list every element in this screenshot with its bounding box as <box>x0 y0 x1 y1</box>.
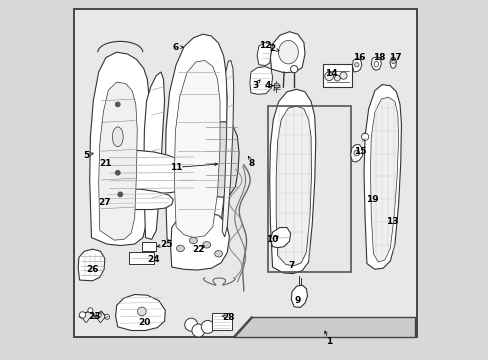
Circle shape <box>201 320 214 333</box>
Ellipse shape <box>214 251 222 257</box>
Bar <box>322 64 352 87</box>
Text: 17: 17 <box>388 53 401 62</box>
Polygon shape <box>104 150 198 194</box>
Polygon shape <box>350 145 362 162</box>
Circle shape <box>88 308 93 313</box>
Text: 12: 12 <box>258 41 271 50</box>
Polygon shape <box>99 82 137 240</box>
Text: 5: 5 <box>83 151 89 160</box>
Circle shape <box>137 307 146 316</box>
Polygon shape <box>78 249 104 281</box>
Text: 20: 20 <box>138 318 150 327</box>
Polygon shape <box>363 85 401 269</box>
Ellipse shape <box>189 237 197 244</box>
Polygon shape <box>291 285 307 307</box>
Text: 25: 25 <box>160 240 172 248</box>
Ellipse shape <box>203 242 210 248</box>
Circle shape <box>361 133 368 140</box>
Ellipse shape <box>278 40 298 64</box>
Polygon shape <box>276 106 311 266</box>
Circle shape <box>192 324 204 337</box>
Text: 13: 13 <box>385 217 398 226</box>
Polygon shape <box>270 228 290 248</box>
Text: 24: 24 <box>147 256 160 264</box>
Text: 19: 19 <box>365 195 378 204</box>
Text: 2: 2 <box>269 44 275 53</box>
Circle shape <box>104 314 109 319</box>
Bar <box>142 242 156 251</box>
Circle shape <box>184 318 197 331</box>
Text: 9: 9 <box>294 296 300 305</box>
Polygon shape <box>370 57 381 70</box>
Polygon shape <box>370 97 398 262</box>
Text: 21: 21 <box>100 159 112 168</box>
Polygon shape <box>143 72 164 239</box>
Polygon shape <box>165 34 227 247</box>
Circle shape <box>354 63 358 67</box>
Text: 10: 10 <box>266 235 278 244</box>
Polygon shape <box>115 294 165 330</box>
Text: 4: 4 <box>264 81 270 90</box>
Polygon shape <box>174 60 220 238</box>
Circle shape <box>274 83 279 88</box>
Text: 11: 11 <box>169 163 182 172</box>
Polygon shape <box>352 58 361 72</box>
Polygon shape <box>249 67 272 94</box>
Ellipse shape <box>112 127 123 147</box>
Text: 28: 28 <box>222 313 234 322</box>
Circle shape <box>391 60 394 64</box>
Bar <box>212 313 231 330</box>
Polygon shape <box>257 42 271 66</box>
Text: 15: 15 <box>353 148 366 157</box>
Polygon shape <box>389 58 396 68</box>
Polygon shape <box>89 52 151 246</box>
Text: 16: 16 <box>353 53 365 62</box>
Polygon shape <box>233 317 415 337</box>
Ellipse shape <box>176 245 184 252</box>
Text: 7: 7 <box>287 261 294 270</box>
Circle shape <box>334 75 340 81</box>
Text: 3: 3 <box>252 81 258 90</box>
Circle shape <box>339 72 346 79</box>
Text: 27: 27 <box>98 198 110 207</box>
Circle shape <box>115 171 120 175</box>
Bar <box>267 106 350 272</box>
Text: 8: 8 <box>248 159 254 168</box>
Text: 22: 22 <box>192 245 204 253</box>
Circle shape <box>290 66 297 73</box>
Polygon shape <box>222 60 233 237</box>
Polygon shape <box>202 122 239 197</box>
Text: 23: 23 <box>87 312 100 321</box>
Text: 1: 1 <box>325 338 331 346</box>
Text: 18: 18 <box>372 53 385 62</box>
Polygon shape <box>270 32 305 73</box>
Circle shape <box>79 312 85 318</box>
Text: 14: 14 <box>324 69 337 78</box>
Text: 6: 6 <box>173 43 179 52</box>
Bar <box>128 252 154 264</box>
Circle shape <box>353 150 359 156</box>
Circle shape <box>324 72 333 81</box>
Text: 26: 26 <box>86 265 99 274</box>
Circle shape <box>96 312 101 318</box>
Polygon shape <box>269 89 315 274</box>
Polygon shape <box>103 189 173 210</box>
Polygon shape <box>170 212 229 270</box>
Circle shape <box>118 192 122 197</box>
Circle shape <box>115 102 120 107</box>
